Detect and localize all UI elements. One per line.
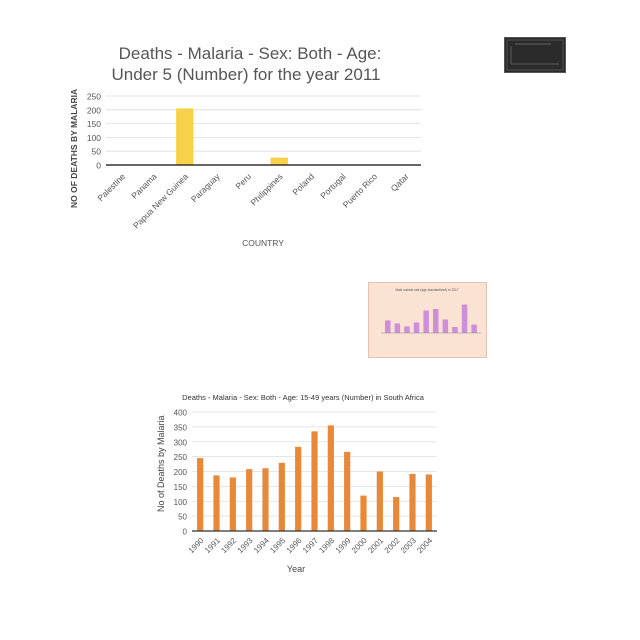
x-tick-label: 1997 [301,536,320,555]
x-tick-label: 2003 [399,536,418,555]
chart2-x-axis-label: Year [287,564,305,574]
x-tick-label: Poland [290,171,316,197]
x-tick-label: Puerto Rico [341,171,380,210]
thumbnail-bar [413,322,420,333]
bar [262,468,269,531]
x-tick-label: Peru [233,171,253,191]
x-tick-label: 1996 [285,536,304,555]
chart2-title: Deaths - Malaria - Sex: Both - Age: 15-4… [182,393,425,402]
y-tick-label: 50 [178,513,187,522]
y-tick-label: 200 [174,468,188,477]
x-tick-label: Palestine [95,171,127,203]
pink-thumbnail-graphic: Male suicide rate (age-standardized) in … [381,288,481,334]
chart1-gridlines [106,95,421,152]
bar [278,462,285,531]
y-tick-label: 200 [87,105,101,115]
bar [229,477,236,531]
bar [409,473,416,531]
x-tick-label: 1999 [334,536,353,555]
bar [376,471,383,531]
thumbnail-bar [471,324,477,333]
bar [270,157,288,165]
bar [213,475,220,531]
y-tick-label: 150 [174,483,188,492]
y-tick-label: 0 [96,161,101,171]
bar [344,451,351,531]
chart1-title-line1: Deaths - Malaria - Sex: Both - Age: [119,44,382,63]
bar [295,446,302,531]
thumbnail-bar [433,309,439,333]
chart2-x-ticks: 1990199119921993199419951996199719981999… [187,536,435,555]
y-tick-label: 150 [87,119,101,129]
y-tick-label: 0 [183,528,188,537]
y-tick-label: 100 [174,498,188,507]
x-tick-label: 2004 [415,536,434,555]
pink-thumbnail-title: Male suicide rate (age-standardized) in … [395,288,458,292]
x-tick-label: 1992 [219,536,238,555]
bar [327,425,334,531]
x-tick-label: 1991 [203,536,222,555]
x-tick-label: 1998 [317,536,336,555]
bar [311,431,318,531]
x-tick-label: Paraguay [189,171,222,204]
x-tick-label: 1995 [268,536,287,555]
x-tick-label: 1994 [252,536,271,555]
bar [360,495,367,531]
suicide-rate-chart-thumbnail: Male suicide rate (age-standardized) in … [368,282,487,358]
chart1-y-ticks: 0 50 100 150 200 250 [87,92,101,171]
thumbnail-bar [404,326,410,333]
chart1-title-line2: Under 5 (Number) for the year 2011 [112,65,381,84]
dark-chart-thumbnail [504,37,566,73]
chart2-y-ticks: 0 50 100 150 200 250 300 350 400 [174,409,188,537]
y-tick-label: 250 [174,453,188,462]
chart1-x-axis-label: COUNTRY [242,238,284,248]
y-tick-label: 250 [87,92,101,102]
x-tick-label: 2002 [383,536,402,555]
pink-thumbnail-bars [385,304,477,333]
x-tick-label: Philippines [249,171,285,207]
x-tick-label: 2000 [350,536,369,555]
thumbnail-bar [423,310,429,333]
x-tick-label: Papua New Guinea [131,171,190,230]
thumbnail-bar [385,320,391,333]
bar [176,108,194,165]
bar [425,474,432,531]
x-tick-label: Portugal [318,171,348,201]
chart1-y-axis-label: NO OF DEATHS BY MALARIA [69,89,79,208]
thumbnail-bar [452,327,458,333]
malaria-under5-2011-chart: Deaths - Malaria - Sex: Both - Age: Unde… [69,44,421,248]
malaria-south-africa-chart: Deaths - Malaria - Sex: Both - Age: 15-4… [156,393,437,574]
x-tick-label: Panama [129,171,159,201]
thumbnail-bar [461,304,468,333]
thumbnail-bar [394,323,401,333]
y-tick-label: 350 [174,423,188,432]
x-tick-label: 1990 [187,536,206,555]
x-tick-label: 1993 [236,536,255,555]
x-tick-label: Qatar [389,171,411,193]
thumbnail-bar [442,319,449,333]
y-tick-label: 400 [174,409,188,418]
bar [393,497,400,531]
x-tick-label: 2001 [366,536,385,555]
bar [197,458,204,531]
bar [246,469,253,531]
dark-thumbnail-graphic [506,39,564,71]
chart2-bars [197,425,432,531]
chart1-bars [176,108,288,165]
y-tick-label: 50 [92,147,102,157]
y-tick-label: 300 [174,438,188,447]
chart2-y-axis-label: No of Deaths by Malaria [156,415,166,512]
y-tick-label: 100 [87,133,101,143]
